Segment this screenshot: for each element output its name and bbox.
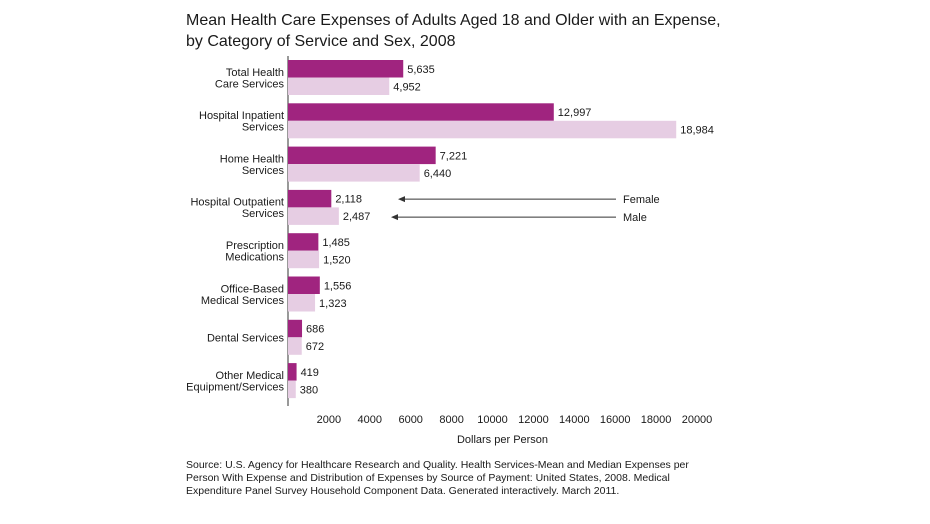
category-label-1-1: Services	[242, 122, 285, 134]
x-tick-label-1: 4000	[358, 414, 382, 426]
bar-female-7	[288, 363, 297, 381]
source-line-3: Expenditure Panel Survey Household Compo…	[186, 485, 620, 497]
data-label-female-6: 686	[306, 324, 324, 336]
category-label-5-1: Medical Services	[201, 295, 285, 307]
data-label-female-0: 5,635	[407, 64, 435, 76]
bar-female-0	[288, 60, 404, 78]
data-label-male-5: 1,323	[319, 298, 347, 310]
data-label-male-6: 672	[306, 341, 324, 353]
bar-male-4	[288, 250, 320, 269]
category-label-2-0: Home Health	[220, 153, 284, 165]
data-label-male-2: 6,440	[424, 168, 452, 180]
bar-female-1	[288, 103, 554, 121]
category-label-1-0: Hospital Inpatient	[199, 110, 284, 122]
x-axis-label: Dollars per Person	[457, 434, 548, 446]
data-label-female-4: 1,485	[322, 237, 350, 249]
bar-female-4	[288, 233, 319, 251]
data-label-female-2: 7,221	[440, 150, 468, 162]
bar-female-5	[288, 276, 320, 294]
source-line-2: Person With Expense and Distribution of …	[186, 472, 670, 484]
x-tick-label-2: 6000	[398, 414, 422, 426]
chart-title-line-2: by Category of Service and Sex, 2008	[186, 33, 456, 50]
chart-title-line-1: Mean Health Care Expenses of Adults Aged…	[186, 12, 721, 29]
bar-male-5	[288, 294, 316, 312]
x-tick-label-6: 14000	[559, 414, 590, 426]
bar-male-6	[288, 337, 302, 355]
x-tick-label-4: 10000	[477, 414, 508, 426]
bar-female-6	[288, 319, 303, 338]
legend-label-male: Male	[623, 212, 647, 224]
bar-female-2	[288, 146, 436, 165]
source-note: Source: U.S. Agency for Healthcare Resea…	[186, 459, 746, 498]
x-tick-label-5: 12000	[518, 414, 549, 426]
x-tick-label-9: 20000	[682, 414, 713, 426]
bar-male-2	[288, 164, 420, 182]
category-label-3-0: Hospital Outpatient	[190, 197, 284, 209]
category-label-7-0: Other Medical	[216, 370, 284, 382]
data-label-male-0: 4,952	[393, 81, 421, 93]
legend-arrow-male-head	[391, 214, 398, 221]
bar-male-0	[288, 77, 390, 95]
chart-title: Mean Health Care Expenses of Adults Aged…	[186, 10, 786, 52]
category-label-4-1: Medications	[225, 251, 284, 263]
category-label-7-1: Equipment/Services	[186, 381, 284, 393]
bar-male-3	[288, 207, 339, 225]
category-label-5-0: Office-Based	[221, 283, 284, 295]
data-label-female-1: 12,997	[558, 107, 592, 119]
legend-arrow-female-head	[398, 196, 405, 203]
data-label-male-4: 1,520	[323, 254, 351, 266]
data-label-male-1: 18,984	[680, 125, 714, 137]
data-label-male-3: 2,487	[343, 211, 371, 223]
data-label-female-5: 1,556	[324, 280, 352, 292]
category-label-6-0: Dental Services	[207, 332, 285, 344]
x-tick-label-0: 2000	[317, 414, 341, 426]
source-line-1: Source: U.S. Agency for Healthcare Resea…	[186, 459, 689, 471]
x-tick-label-3: 8000	[439, 414, 463, 426]
bar-female-3	[288, 189, 332, 208]
data-label-female-7: 419	[301, 367, 319, 379]
bar-male-1	[288, 120, 677, 139]
x-tick-label-7: 16000	[600, 414, 631, 426]
data-label-male-7: 380	[300, 384, 318, 396]
category-label-0-1: Care Services	[215, 78, 285, 90]
category-label-2-1: Services	[242, 165, 285, 177]
category-label-4-0: Prescription	[226, 240, 284, 252]
bar-male-7	[288, 380, 296, 399]
category-label-3-1: Services	[242, 208, 285, 220]
data-label-female-3: 2,118	[335, 194, 362, 206]
legend-label-female: Female	[623, 194, 660, 206]
category-label-0-0: Total Health	[226, 67, 284, 79]
x-tick-label-8: 18000	[641, 414, 672, 426]
